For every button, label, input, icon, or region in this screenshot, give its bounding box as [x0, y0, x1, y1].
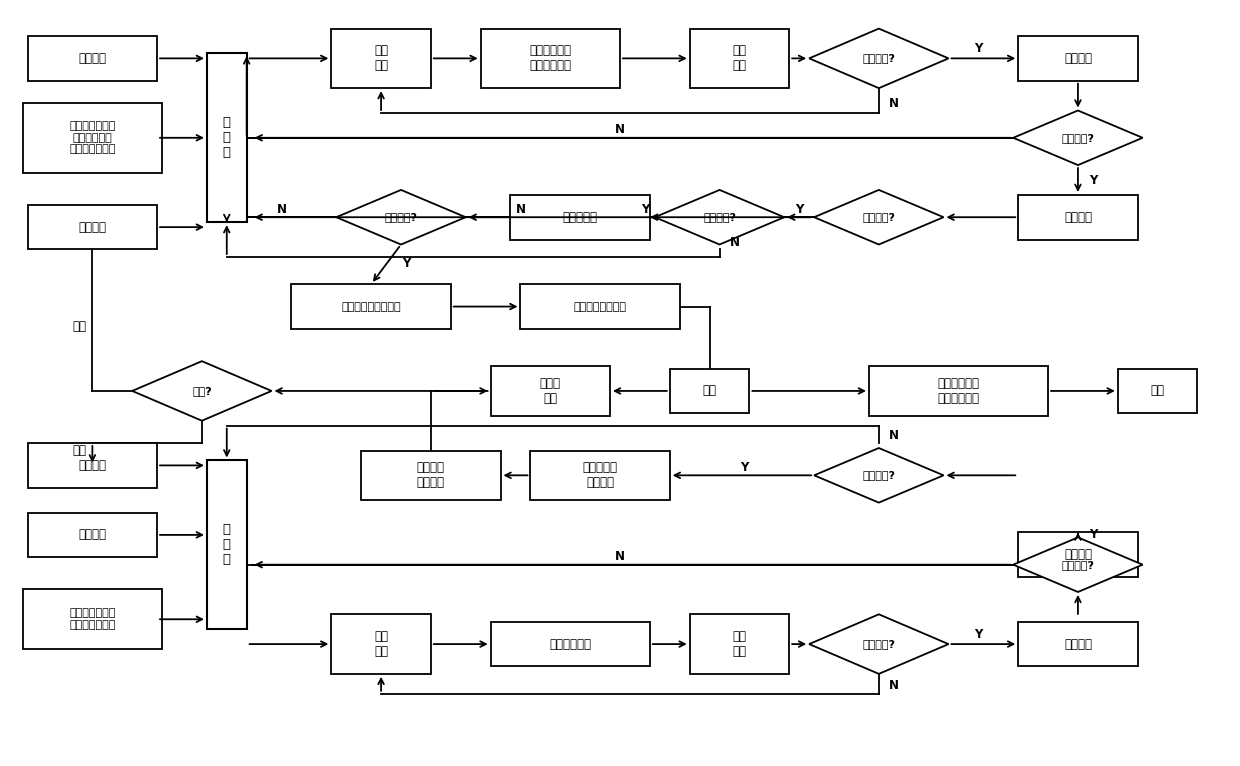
Text: 循环完成?: 循环完成? — [703, 212, 737, 222]
FancyBboxPatch shape — [511, 195, 650, 240]
Polygon shape — [133, 361, 272, 421]
Text: 柴油机循环: 柴油机循环 — [563, 211, 598, 224]
Text: 循环完成?: 循环完成? — [862, 470, 895, 480]
Text: 选择模型: 选择模型 — [78, 221, 107, 234]
Text: 记录各组合最优目标: 记录各组合最优目标 — [341, 302, 401, 312]
FancyBboxPatch shape — [27, 443, 157, 488]
Text: 变化储能出力: 变化储能出力 — [549, 637, 591, 650]
Text: Y: Y — [975, 627, 982, 640]
Text: 个体
选择: 个体 选择 — [733, 44, 746, 72]
FancyBboxPatch shape — [331, 614, 430, 674]
Text: 变化储能和柴
油机出力组合: 变化储能和柴 油机出力组合 — [529, 44, 572, 72]
FancyBboxPatch shape — [531, 450, 670, 500]
Text: 并网: 并网 — [72, 444, 87, 457]
Text: Y: Y — [975, 42, 982, 55]
FancyBboxPatch shape — [207, 54, 247, 222]
Text: 输出参考
最佳组合: 输出参考 最佳组合 — [417, 461, 445, 489]
Text: N: N — [889, 679, 899, 692]
FancyBboxPatch shape — [207, 460, 247, 629]
Text: N: N — [729, 235, 739, 248]
FancyBboxPatch shape — [491, 366, 610, 416]
Polygon shape — [1013, 538, 1142, 592]
FancyBboxPatch shape — [521, 284, 680, 329]
Text: 输出兼容并网
和离网的组合: 输出兼容并网 和离网的组合 — [937, 377, 980, 405]
Text: N: N — [277, 203, 286, 216]
FancyBboxPatch shape — [361, 450, 501, 500]
Text: 迭代完成?: 迭代完成? — [862, 54, 895, 64]
FancyBboxPatch shape — [689, 614, 789, 674]
FancyBboxPatch shape — [27, 512, 157, 557]
FancyBboxPatch shape — [27, 36, 157, 80]
Text: 迭代完成?: 迭代完成? — [862, 639, 895, 649]
Text: 设定储能步长、
储能倍率步长。: 设定储能步长、 储能倍率步长。 — [69, 608, 115, 630]
Text: 离网: 离网 — [72, 320, 87, 333]
Polygon shape — [336, 190, 466, 244]
Text: 输出参考最佳组合: 输出参考最佳组合 — [574, 302, 626, 312]
Text: N: N — [516, 203, 526, 216]
FancyBboxPatch shape — [1117, 368, 1198, 414]
Text: 选择模型: 选择模型 — [78, 459, 107, 472]
Text: 倍率循环: 倍率循环 — [1064, 52, 1092, 65]
Text: Y: Y — [402, 257, 410, 270]
Text: Y: Y — [1089, 529, 1097, 542]
Text: Y: Y — [1089, 174, 1097, 187]
Text: 并网?: 并网? — [192, 386, 212, 396]
Text: 循环完成?: 循环完成? — [384, 212, 418, 222]
FancyBboxPatch shape — [291, 284, 451, 329]
Text: 初始数据: 初始数据 — [78, 529, 107, 542]
FancyBboxPatch shape — [670, 368, 749, 414]
Polygon shape — [1013, 110, 1142, 165]
FancyBboxPatch shape — [27, 205, 157, 250]
Polygon shape — [815, 190, 944, 244]
FancyBboxPatch shape — [1018, 36, 1137, 80]
Text: Y: Y — [740, 461, 749, 474]
Text: N: N — [615, 123, 625, 136]
Text: 储能循环: 储能循环 — [1064, 548, 1092, 561]
Text: 初
始
化: 初 始 化 — [223, 116, 231, 159]
Text: 种群
评价: 种群 评价 — [374, 630, 388, 658]
FancyBboxPatch shape — [1018, 195, 1137, 240]
FancyBboxPatch shape — [331, 28, 430, 88]
Text: 初始数据: 初始数据 — [78, 52, 107, 65]
Text: 储能循环: 储能循环 — [1064, 211, 1092, 224]
FancyBboxPatch shape — [1018, 622, 1137, 666]
Text: 初
始
化: 初 始 化 — [223, 523, 231, 566]
Text: 记录各组合
最优目标: 记录各组合 最优目标 — [583, 461, 618, 489]
FancyBboxPatch shape — [1018, 532, 1137, 577]
FancyBboxPatch shape — [491, 622, 650, 666]
Polygon shape — [810, 28, 949, 88]
Text: N: N — [615, 550, 625, 563]
Text: Y: Y — [795, 203, 804, 216]
Text: 开始: 开始 — [703, 385, 717, 398]
Text: 种群
评价: 种群 评价 — [374, 44, 388, 72]
Polygon shape — [815, 448, 944, 502]
FancyBboxPatch shape — [689, 28, 789, 88]
FancyBboxPatch shape — [481, 28, 620, 88]
Text: N: N — [889, 97, 899, 110]
Text: 循环完成?: 循环完成? — [1061, 560, 1095, 570]
Text: 结束: 结束 — [1151, 385, 1164, 398]
Text: 个体
选择: 个体 选择 — [733, 630, 746, 658]
Text: 并离网
检测: 并离网 检测 — [539, 377, 560, 405]
Text: 循环完成?: 循环完成? — [862, 212, 895, 222]
FancyBboxPatch shape — [22, 103, 162, 172]
Text: 倍率循环: 倍率循环 — [1064, 637, 1092, 650]
Text: 设定储能步长、
柴油机步长、
储能倍率步长。: 设定储能步长、 柴油机步长、 储能倍率步长。 — [69, 121, 115, 155]
FancyBboxPatch shape — [869, 366, 1048, 416]
Polygon shape — [810, 614, 949, 674]
Polygon shape — [655, 190, 784, 244]
Text: 循环完成?: 循环完成? — [1061, 133, 1095, 142]
FancyBboxPatch shape — [22, 590, 162, 649]
Text: Y: Y — [641, 203, 649, 216]
Text: N: N — [889, 429, 899, 442]
